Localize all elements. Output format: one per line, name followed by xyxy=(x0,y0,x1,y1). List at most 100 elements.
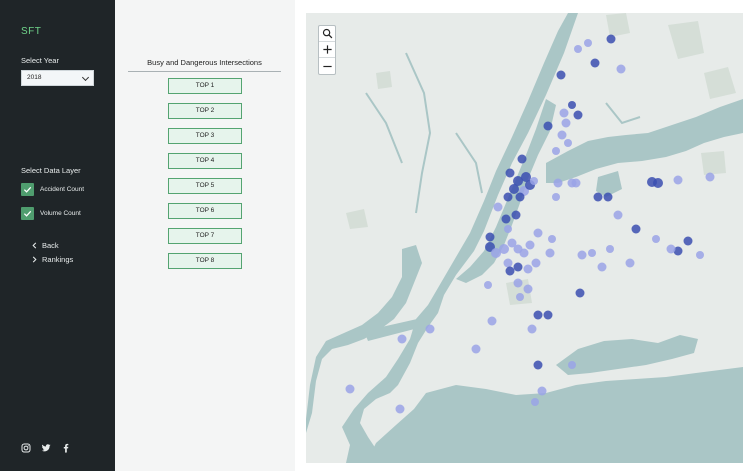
point[interactable] xyxy=(513,176,523,186)
map-base[interactable] xyxy=(306,13,743,463)
point[interactable] xyxy=(533,228,543,238)
top-2-button[interactable]: TOP 2 xyxy=(168,103,242,119)
top-8-button[interactable]: TOP 8 xyxy=(168,253,242,269)
point[interactable] xyxy=(537,386,547,396)
point[interactable] xyxy=(395,404,405,414)
top-6-button[interactable]: TOP 6 xyxy=(168,203,242,219)
point[interactable] xyxy=(523,284,533,294)
point[interactable] xyxy=(652,235,660,243)
point[interactable] xyxy=(533,360,543,370)
point[interactable] xyxy=(593,192,603,202)
facebook-icon[interactable] xyxy=(61,443,71,453)
accident-count-option[interactable]: Accident Count xyxy=(21,183,84,196)
zoom-in-button[interactable] xyxy=(319,42,335,58)
point[interactable] xyxy=(517,154,527,164)
point[interactable] xyxy=(573,110,583,120)
point[interactable] xyxy=(631,224,641,234)
point[interactable] xyxy=(584,39,592,47)
point[interactable] xyxy=(525,240,535,250)
point[interactable] xyxy=(531,258,541,268)
point[interactable] xyxy=(513,262,523,272)
point[interactable] xyxy=(513,278,523,288)
top-3-button[interactable]: TOP 3 xyxy=(168,128,242,144)
point[interactable] xyxy=(673,246,683,256)
point[interactable] xyxy=(597,262,607,272)
year-select[interactable]: 2018 xyxy=(21,70,94,86)
point[interactable] xyxy=(543,121,553,131)
point[interactable] xyxy=(516,293,524,301)
point[interactable] xyxy=(577,250,587,260)
top-7-button[interactable]: TOP 7 xyxy=(168,228,242,244)
point[interactable] xyxy=(533,310,543,320)
point[interactable] xyxy=(568,361,576,369)
point[interactable] xyxy=(507,238,517,248)
point[interactable] xyxy=(527,324,537,334)
point[interactable] xyxy=(397,334,407,344)
point[interactable] xyxy=(557,130,567,140)
point[interactable] xyxy=(504,225,512,233)
point[interactable] xyxy=(574,45,582,53)
point[interactable] xyxy=(515,192,525,202)
point[interactable] xyxy=(530,177,538,185)
point[interactable] xyxy=(509,184,519,194)
point[interactable] xyxy=(616,64,626,74)
point[interactable] xyxy=(499,244,509,254)
point[interactable] xyxy=(491,248,501,258)
volume-count-checkbox[interactable] xyxy=(21,207,34,220)
point[interactable] xyxy=(511,210,521,220)
point[interactable] xyxy=(425,324,435,334)
point[interactable] xyxy=(471,344,481,354)
point[interactable] xyxy=(503,192,513,202)
point[interactable] xyxy=(568,101,576,109)
point[interactable] xyxy=(543,310,553,320)
point[interactable] xyxy=(625,258,635,268)
point[interactable] xyxy=(493,202,503,212)
point[interactable] xyxy=(603,192,613,202)
point[interactable] xyxy=(531,398,539,406)
point[interactable] xyxy=(523,264,533,274)
map-search-button[interactable] xyxy=(319,26,335,42)
point[interactable] xyxy=(575,288,585,298)
point[interactable] xyxy=(505,266,515,276)
point[interactable] xyxy=(505,168,515,178)
point[interactable] xyxy=(521,172,531,182)
point[interactable] xyxy=(673,175,683,185)
point[interactable] xyxy=(553,178,563,188)
top-1-button[interactable]: TOP 1 xyxy=(168,78,242,94)
top-4-button[interactable]: TOP 4 xyxy=(168,153,242,169)
accident-count-checkbox[interactable] xyxy=(21,183,34,196)
point[interactable] xyxy=(683,236,693,246)
point[interactable] xyxy=(552,147,560,155)
point[interactable] xyxy=(556,70,566,80)
back-link[interactable]: Back xyxy=(30,241,59,250)
point[interactable] xyxy=(696,251,704,259)
point[interactable] xyxy=(613,210,623,220)
point[interactable] xyxy=(545,248,555,258)
brand-logo[interactable]: SFT xyxy=(21,26,42,37)
point[interactable] xyxy=(485,232,495,242)
point[interactable] xyxy=(564,139,572,147)
rankings-link[interactable]: Rankings xyxy=(30,255,73,264)
point[interactable] xyxy=(519,248,529,258)
point[interactable] xyxy=(666,244,676,254)
map[interactable] xyxy=(306,13,743,463)
point[interactable] xyxy=(653,178,663,188)
point[interactable] xyxy=(501,214,511,224)
point[interactable] xyxy=(567,178,577,188)
twitter-icon[interactable] xyxy=(41,443,51,453)
point[interactable] xyxy=(590,58,600,68)
point[interactable] xyxy=(345,384,355,394)
point[interactable] xyxy=(559,108,569,118)
volume-count-option[interactable]: Volume Count xyxy=(21,207,81,220)
zoom-out-button[interactable] xyxy=(319,58,335,74)
point[interactable] xyxy=(588,249,596,257)
point[interactable] xyxy=(484,281,492,289)
top-5-button[interactable]: TOP 5 xyxy=(168,178,242,194)
point[interactable] xyxy=(548,235,556,243)
point[interactable] xyxy=(487,316,497,326)
point[interactable] xyxy=(552,193,560,201)
point[interactable] xyxy=(705,172,715,182)
point[interactable] xyxy=(606,245,614,253)
instagram-icon[interactable] xyxy=(21,443,31,453)
point[interactable] xyxy=(561,118,571,128)
